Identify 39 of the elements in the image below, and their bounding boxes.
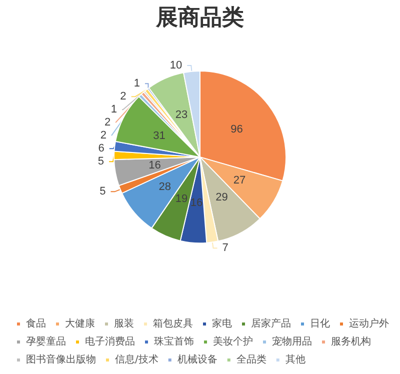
legend-label: 宠物用品 bbox=[272, 336, 312, 348]
legend-label: 图书音像出版物 bbox=[26, 354, 96, 366]
legend-label: 服装 bbox=[114, 318, 134, 330]
legend-label: 信息/技术 bbox=[115, 354, 158, 366]
legend-label: 孕婴童品 bbox=[26, 336, 66, 348]
legend-label: 居家产品 bbox=[251, 318, 291, 330]
legend-label: 珠宝首饰 bbox=[154, 336, 194, 348]
data-label: 1 bbox=[110, 104, 117, 116]
data-label: 31 bbox=[153, 130, 166, 142]
data-label: 16 bbox=[190, 196, 203, 209]
legend-label: 服务机构 bbox=[331, 336, 371, 348]
legend-label: 美妆个护 bbox=[213, 336, 253, 348]
data-label: 96 bbox=[230, 123, 243, 136]
data-label: 27 bbox=[233, 174, 246, 187]
data-label: 28 bbox=[158, 180, 172, 193]
data-label: 23 bbox=[175, 108, 188, 121]
legend-label: 其他 bbox=[285, 354, 306, 366]
data-label: 19 bbox=[175, 193, 188, 206]
legend-label: 家电 bbox=[212, 318, 232, 330]
legend-label: 全品类 bbox=[236, 354, 266, 366]
data-label: 16 bbox=[148, 159, 161, 172]
legend-label: 食品 bbox=[26, 318, 46, 330]
data-label: 10 bbox=[170, 59, 182, 72]
data-label: 29 bbox=[216, 192, 228, 204]
legend-label: 机械设备 bbox=[177, 354, 218, 366]
data-label: 2 bbox=[100, 130, 106, 142]
legend-label: 箱包皮具 bbox=[153, 318, 193, 330]
data-label: 7 bbox=[222, 242, 228, 254]
legend-label: 日化 bbox=[310, 318, 330, 330]
legend-label: 电子消费品 bbox=[85, 336, 135, 348]
chart-title: 展商品类 bbox=[155, 4, 244, 30]
legend-label: 运动户外 bbox=[349, 318, 389, 330]
legend-label: 大健康 bbox=[65, 318, 95, 330]
data-label: 2 bbox=[104, 116, 111, 129]
data-label: 6 bbox=[98, 142, 104, 155]
data-label: 2 bbox=[120, 90, 126, 103]
data-label: 5 bbox=[98, 156, 104, 168]
data-label: 5 bbox=[100, 186, 106, 198]
data-label: 1 bbox=[134, 78, 140, 90]
